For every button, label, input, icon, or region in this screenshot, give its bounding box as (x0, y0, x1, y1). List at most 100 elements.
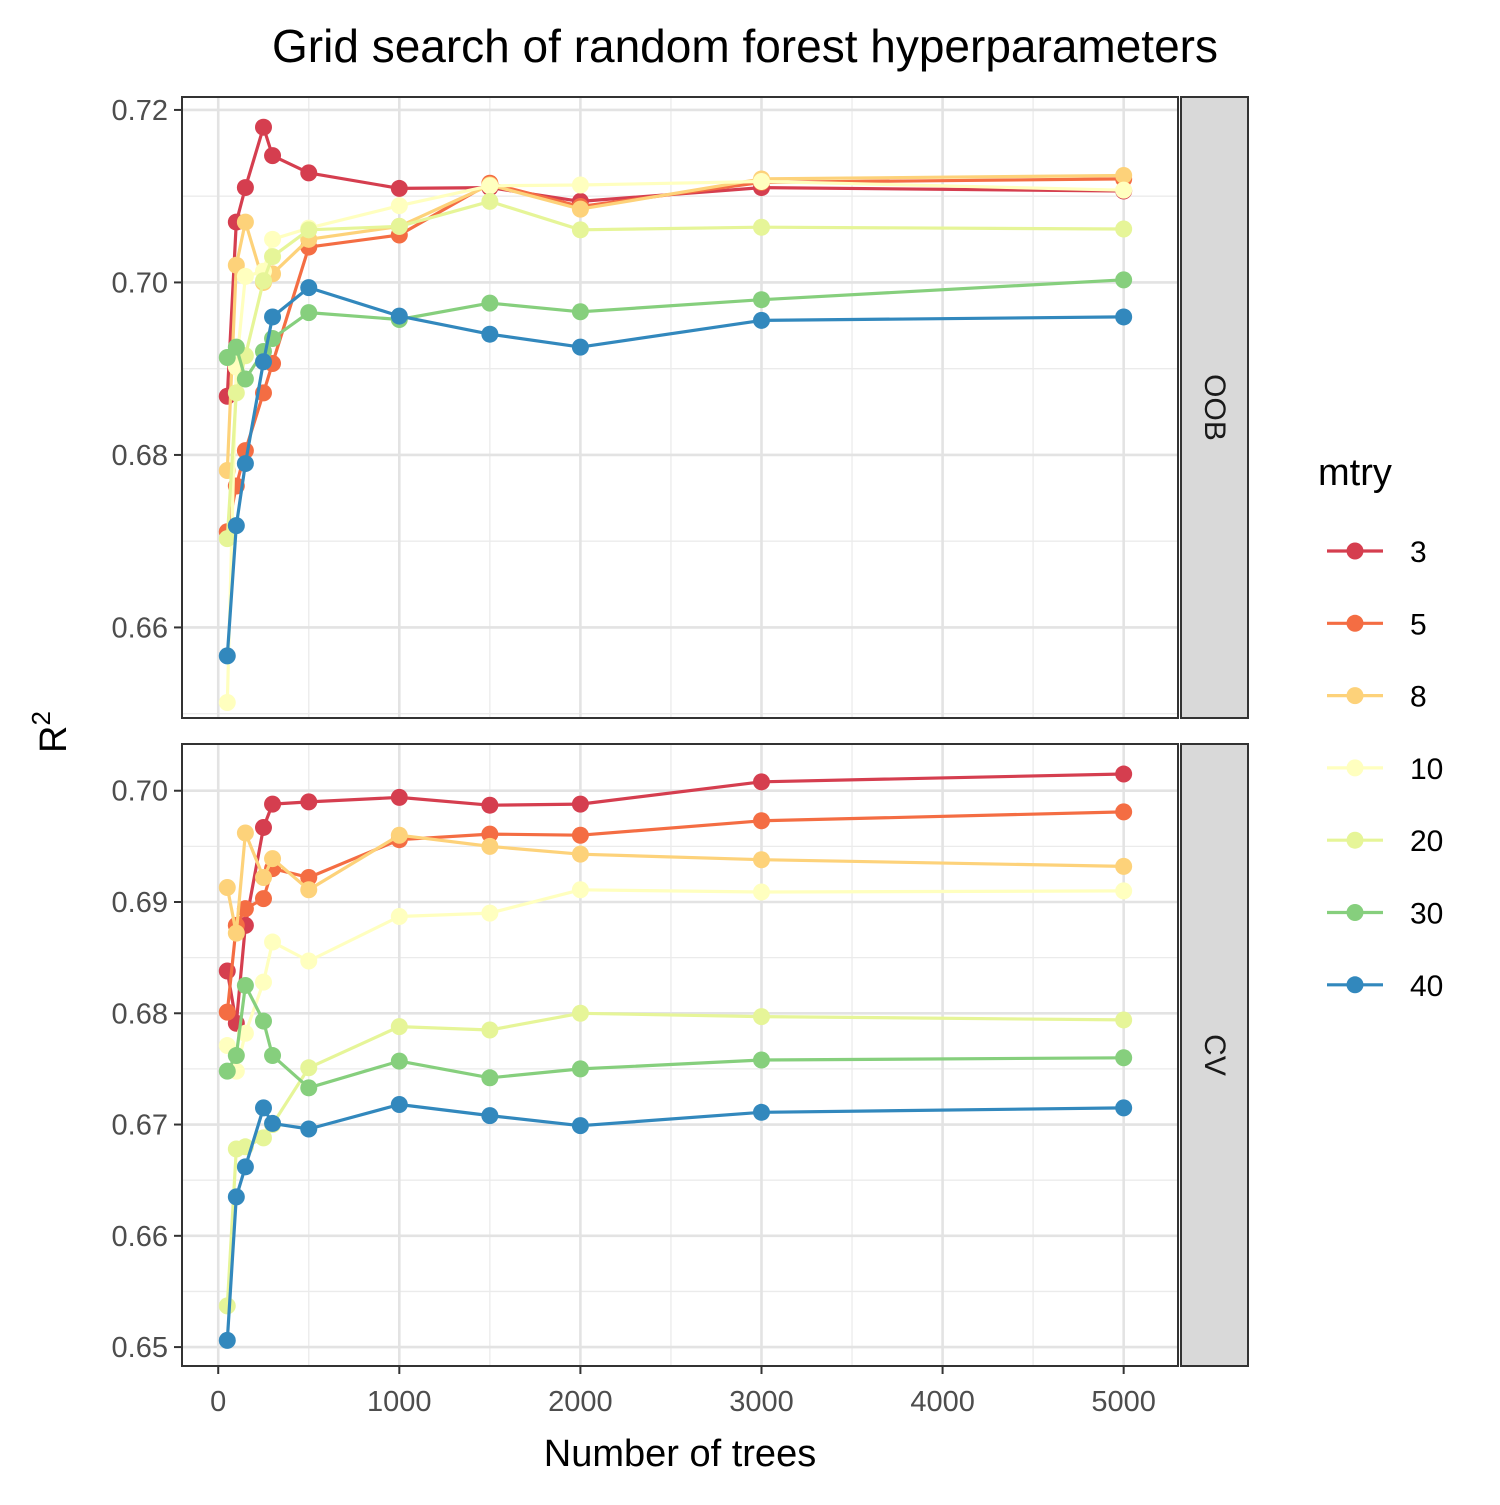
data-point (571, 221, 589, 239)
legend-item-mtry-30: 30 (1327, 898, 1443, 931)
data-point (218, 879, 236, 897)
x-tick-label: 3000 (729, 1386, 794, 1418)
data-point (264, 850, 282, 868)
data-point (481, 192, 499, 210)
data-point (1115, 803, 1133, 821)
data-point (254, 818, 272, 836)
facet-strip-oob (1180, 96, 1249, 719)
data-point (236, 370, 254, 388)
legend-key-point (1346, 687, 1364, 705)
y-tick-label: 0.68 (112, 440, 168, 472)
data-point (254, 1012, 272, 1030)
data-point (571, 1004, 589, 1022)
data-point (481, 904, 499, 922)
data-point (752, 1051, 770, 1069)
data-point (236, 824, 254, 842)
data-point (254, 118, 272, 136)
data-point (300, 881, 318, 899)
data-point (390, 788, 408, 806)
series-cv-mtry-3 (218, 765, 1133, 1032)
data-point (300, 1059, 318, 1077)
legend-label: 20 (1410, 825, 1443, 858)
legend-label: 30 (1410, 898, 1443, 931)
data-point (264, 1047, 282, 1065)
legend-title: mtry (1318, 452, 1392, 494)
data-point (300, 952, 318, 970)
data-point (1115, 271, 1133, 289)
data-point (227, 517, 245, 535)
data-point (236, 900, 254, 918)
data-point (390, 1018, 408, 1036)
legend-item-mtry-5: 5 (1327, 608, 1427, 641)
data-point (218, 693, 236, 711)
data-point (1115, 1099, 1133, 1117)
data-point (218, 530, 236, 548)
x-tick-label: 0 (210, 1386, 226, 1418)
facet-strip-label: CV (1198, 1034, 1231, 1076)
legend-key-point (1346, 614, 1364, 632)
data-point (571, 1117, 589, 1135)
data-point (264, 230, 282, 248)
data-point (481, 325, 499, 343)
x-tick-label: 2000 (548, 1386, 613, 1418)
data-point (571, 795, 589, 813)
data-point (218, 1331, 236, 1349)
data-point (227, 1188, 245, 1206)
data-point (254, 1129, 272, 1147)
data-point (227, 338, 245, 356)
y-axis-title-base: R (33, 726, 75, 753)
legend-label: 5 (1410, 608, 1427, 641)
series-cv-mtry-40 (218, 1096, 1133, 1349)
data-point (481, 1107, 499, 1125)
panel-border (181, 743, 1179, 1367)
data-point (571, 176, 589, 194)
y-tick-label: 0.66 (112, 1221, 168, 1253)
legend-key-point (1346, 542, 1364, 560)
legend-key-point (1346, 976, 1364, 994)
data-point (1115, 220, 1133, 238)
facet-strip-label: OOB (1198, 374, 1231, 441)
x-tick-label: 4000 (910, 1386, 975, 1418)
series-cv-mtry-8 (218, 824, 1133, 942)
data-point (390, 179, 408, 197)
legend-label: 3 (1410, 536, 1427, 569)
panel-oob: 0.66 0.68 0.70 0.72 OOB (112, 95, 1249, 719)
data-point (254, 353, 272, 371)
data-point (390, 907, 408, 925)
legend-key-point (1346, 904, 1364, 921)
data-point (752, 218, 770, 236)
data-point (300, 304, 318, 322)
data-point (300, 1120, 318, 1138)
data-point (752, 291, 770, 309)
data-point (390, 217, 408, 235)
data-point (752, 1103, 770, 1121)
y-tick-label: 0.70 (112, 776, 168, 808)
y-tick-label: 0.67 (112, 1110, 168, 1142)
legend-key-point (1346, 831, 1364, 849)
data-point (1115, 166, 1133, 184)
legend-key-point (1346, 759, 1364, 777)
legend-items: 3 5 8 10 20 30 40 (1327, 536, 1443, 1003)
legend-item-mtry-20: 20 (1327, 825, 1443, 858)
panel-background (182, 97, 1178, 718)
series-cv-mtry-30 (218, 976, 1133, 1097)
data-point (752, 311, 770, 329)
data-point (300, 164, 318, 182)
data-point (481, 177, 499, 195)
legend: mtry 3 5 8 10 20 30 40 (1318, 452, 1443, 1003)
y-tick-label: 0.66 (112, 612, 168, 644)
data-point (390, 826, 408, 844)
data-point (752, 773, 770, 791)
data-point (236, 179, 254, 197)
data-point (254, 869, 272, 887)
svg-text:R2: R2 (26, 711, 75, 753)
data-point (1115, 857, 1133, 875)
series-cv-mtry-10 (218, 881, 1133, 1080)
x-axis-title: Number of trees (544, 1433, 816, 1475)
legend-label: 8 (1410, 681, 1427, 714)
x-tick-label: 1000 (367, 1386, 432, 1418)
panel-cv: 0.65 0.66 0.67 0.68 0.69 0.70 CV 0 1000 2000 3000 4… (112, 743, 1249, 1418)
data-point (264, 248, 282, 266)
